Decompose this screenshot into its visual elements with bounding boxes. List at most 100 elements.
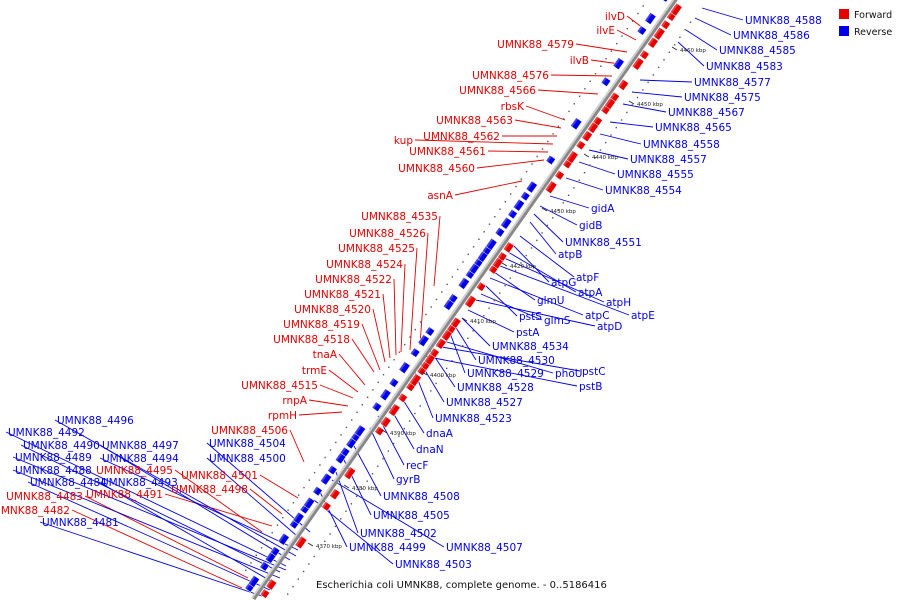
forward-gene-label: UMNK88_4535 xyxy=(361,211,438,223)
feature-dot xyxy=(334,525,337,528)
feature-dot xyxy=(504,284,506,287)
forward-gene-block xyxy=(631,56,645,71)
reverse-gene-label: UMNK88_4528 xyxy=(457,382,534,394)
reverse-gene-block xyxy=(545,154,556,166)
forward-connector xyxy=(626,15,644,29)
feature-dot xyxy=(287,593,289,595)
feature-dot xyxy=(563,118,565,120)
reverse-connector xyxy=(694,17,732,36)
feature-dot xyxy=(541,232,543,234)
feature-dot xyxy=(297,578,299,580)
forward-gene-block xyxy=(475,281,487,292)
feature-dot xyxy=(298,494,300,496)
reverse-connector xyxy=(98,481,277,585)
feature-dot xyxy=(483,315,485,317)
feature-dot xyxy=(594,73,597,75)
forward-connector xyxy=(289,429,305,463)
reverse-gene-label: recF xyxy=(406,460,428,472)
feature-dot xyxy=(266,539,268,541)
feature-dot xyxy=(525,170,528,173)
reverse-gene-block xyxy=(319,472,333,486)
reverse-gene-label: gidB xyxy=(579,220,602,232)
feature-dot xyxy=(308,479,310,481)
feature-dot xyxy=(388,366,390,368)
forward-gene-label: UMNK88_4506 xyxy=(211,425,288,437)
feature-dot xyxy=(318,548,321,550)
feature-dot xyxy=(403,427,405,430)
feature-dot xyxy=(435,298,438,301)
reverse-connector xyxy=(99,457,299,551)
feature-dot xyxy=(568,110,570,113)
forward-connector xyxy=(454,180,523,196)
forward-gene-label: UMNK88_4526 xyxy=(349,228,426,240)
forward-gene-label: rnpA xyxy=(282,395,307,407)
kbp-tick-label: 4390 kbp xyxy=(390,431,416,437)
reverse-gene-label: UMNK88_4551 xyxy=(565,237,642,249)
feature-dot xyxy=(494,216,496,218)
feature-dot xyxy=(478,238,480,240)
feature-dot xyxy=(520,262,522,264)
reverse-gene-label: UMNK88_4567 xyxy=(668,107,745,119)
feature-dot xyxy=(382,458,384,460)
feature-dot xyxy=(658,66,660,69)
forward-gene-block xyxy=(609,91,620,103)
reverse-connector xyxy=(639,79,693,83)
feature-dot xyxy=(467,253,469,255)
reverse-gene-label: phoU xyxy=(555,368,582,380)
forward-gene-block xyxy=(652,26,666,41)
feature-dot xyxy=(377,465,379,467)
reverse-gene-label: UMNK88_4555 xyxy=(617,169,694,181)
forward-connector xyxy=(319,384,354,399)
reverse-gene-block xyxy=(312,485,323,497)
reverse-gene-label: glmU xyxy=(537,295,565,307)
reverse-gene-block xyxy=(247,574,260,588)
reverse-gene-block xyxy=(457,276,470,290)
reverse-gene-label: UMNK88_4583 xyxy=(706,61,783,73)
reverse-gene-label: gyrB xyxy=(396,474,420,486)
forward-gene-label: UMNK88_4562 xyxy=(423,131,500,143)
forward-gene-label: UMNK88_4495 xyxy=(96,465,173,477)
feature-dot xyxy=(557,209,559,211)
forward-gene-label: UMNK88_4498 xyxy=(171,484,248,496)
reverse-gene-block xyxy=(512,198,525,212)
reverse-connector xyxy=(631,91,683,98)
forward-connector xyxy=(372,308,386,363)
reverse-gene-label: dnaN xyxy=(416,444,444,456)
feature-dot xyxy=(245,569,247,572)
reverse-gene-label: UMNK88_4530 xyxy=(478,355,555,367)
forward-connector xyxy=(338,353,366,386)
feature-dot xyxy=(292,585,294,588)
feature-dot xyxy=(599,149,602,151)
reverse-connector xyxy=(549,195,590,209)
reverse-connector xyxy=(507,251,577,293)
feature-dot xyxy=(620,119,623,121)
forward-gene-block xyxy=(565,150,579,164)
feature-dot xyxy=(499,292,501,294)
feature-dot xyxy=(488,223,491,225)
feature-dot xyxy=(446,367,448,370)
legend-reverse-swatch xyxy=(839,26,849,36)
feature-dot xyxy=(319,464,321,466)
feature-dot xyxy=(525,254,527,257)
feature-dot xyxy=(573,187,575,189)
feature-dot xyxy=(467,337,469,339)
forward-gene-block xyxy=(581,130,593,143)
reverse-connector xyxy=(475,299,596,327)
legend-forward-swatch xyxy=(839,9,849,19)
forward-connector xyxy=(487,150,549,153)
feature-dot xyxy=(356,411,358,414)
feature-dot xyxy=(652,74,655,76)
reverse-gene-label: UMNK88_4575 xyxy=(684,92,761,104)
feature-dot xyxy=(335,441,337,444)
forward-gene-label: UMNK88_4560 xyxy=(398,163,475,175)
forward-gene-label: UMNK88_4518 xyxy=(273,334,350,346)
feature-dot xyxy=(372,389,374,391)
reverse-gene-label: pstC xyxy=(582,366,606,378)
feature-dot xyxy=(287,509,289,511)
forward-connector xyxy=(419,232,429,346)
reverse-gene-label: UMNK88_4489 xyxy=(15,452,92,464)
reverse-gene-label: UMNK88_4554 xyxy=(605,185,682,197)
reverse-connector xyxy=(39,521,263,597)
forward-gene-block xyxy=(265,578,278,591)
feature-dot xyxy=(530,247,533,249)
